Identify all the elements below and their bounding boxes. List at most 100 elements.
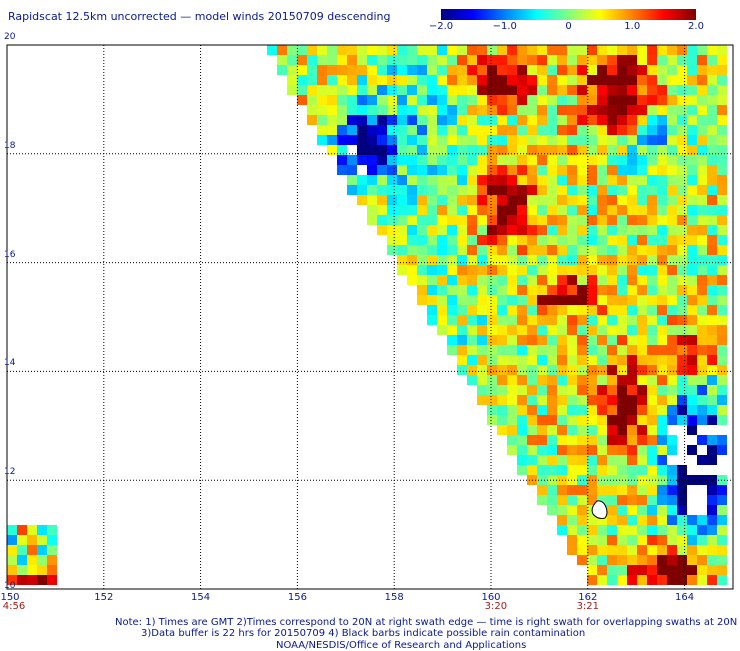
- wind-cell: [637, 305, 647, 315]
- wind-cell: [707, 185, 717, 195]
- wind-cell: [687, 105, 697, 115]
- wind-cell: [477, 335, 487, 345]
- wind-cell: [577, 85, 587, 95]
- wind-cell: [427, 135, 437, 145]
- wind-cell: [617, 435, 627, 445]
- wind-cell: [417, 165, 427, 175]
- wind-cell: [677, 235, 687, 245]
- wind-cell: [377, 45, 387, 55]
- wind-cell: [477, 355, 487, 365]
- wind-cell: [597, 215, 607, 225]
- wind-cell: [597, 225, 607, 235]
- wind-cell: [517, 175, 527, 185]
- wind-cell: [667, 315, 677, 325]
- wind-cell: [467, 165, 477, 175]
- wind-cell: [37, 545, 47, 555]
- wind-cell: [487, 195, 497, 205]
- wind-cell: [647, 375, 657, 385]
- wind-cell: [707, 165, 717, 175]
- wind-cell: [437, 165, 447, 175]
- wind-cell: [487, 225, 497, 235]
- wind-cell: [587, 435, 597, 445]
- wind-cell: [17, 555, 27, 565]
- wind-cell: [307, 65, 317, 75]
- wind-cell: [517, 295, 527, 305]
- wind-cell: [597, 275, 607, 285]
- wind-cell: [627, 95, 637, 105]
- wind-cell: [347, 155, 357, 165]
- wind-cell: [547, 435, 557, 445]
- colorbar: [441, 9, 696, 20]
- wind-cell: [417, 285, 427, 295]
- wind-cell: [677, 75, 687, 85]
- wind-cell: [717, 135, 727, 145]
- wind-cell: [697, 265, 707, 275]
- wind-cell: [657, 455, 667, 465]
- wind-cell: [367, 65, 377, 75]
- wind-cell: [607, 275, 617, 285]
- wind-cell: [527, 295, 537, 305]
- wind-cell: [447, 175, 457, 185]
- wind-cell: [707, 345, 717, 355]
- wind-cell: [377, 105, 387, 115]
- wind-cell: [717, 305, 727, 315]
- lat-lon-grid: [7, 45, 733, 589]
- wind-cell: [37, 575, 47, 585]
- wind-cell: [587, 175, 597, 185]
- wind-cell: [477, 215, 487, 225]
- wind-cell: [587, 485, 597, 495]
- wind-cell: [437, 155, 447, 165]
- wind-cell: [537, 125, 547, 135]
- wind-cell: [587, 85, 597, 95]
- wind-cell: [357, 75, 367, 85]
- wind-cell: [407, 55, 417, 65]
- wind-cell: [517, 335, 527, 345]
- wind-cell: [657, 335, 667, 345]
- wind-cell: [717, 555, 727, 565]
- wind-cell: [707, 555, 717, 565]
- wind-cell: [617, 175, 627, 185]
- wind-cell: [397, 165, 407, 175]
- wind-cell: [617, 365, 627, 375]
- wind-cell: [417, 175, 427, 185]
- wind-cell: [527, 385, 537, 395]
- wind-cell: [617, 145, 627, 155]
- wind-cell: [677, 155, 687, 165]
- wind-cell: [567, 285, 577, 295]
- wind-cell: [617, 495, 627, 505]
- wind-cell: [607, 305, 617, 315]
- wind-cell: [557, 55, 567, 65]
- wind-cell: [507, 145, 517, 155]
- wind-cell: [577, 485, 587, 495]
- wind-cell: [427, 315, 437, 325]
- wind-cell: [687, 225, 697, 235]
- wind-cell: [557, 445, 567, 455]
- wind-cell: [547, 355, 557, 365]
- wind-cell: [707, 145, 717, 155]
- wind-cell: [497, 245, 507, 255]
- wind-cell: [607, 545, 617, 555]
- wind-cell: [317, 75, 327, 85]
- wind-cell: [427, 85, 437, 95]
- wind-cell: [507, 105, 517, 115]
- wind-cell: [567, 315, 577, 325]
- wind-cell: [667, 345, 677, 355]
- wind-cell: [717, 405, 727, 415]
- wind-cell: [557, 425, 567, 435]
- wind-cell: [547, 385, 557, 395]
- wind-cell: [587, 415, 597, 425]
- wind-cell: [347, 115, 357, 125]
- wind-cell: [587, 245, 597, 255]
- wind-cell: [697, 175, 707, 185]
- wind-cell: [657, 175, 667, 185]
- wind-cell: [607, 525, 617, 535]
- wind-cell: [327, 125, 337, 135]
- wind-cell: [607, 385, 617, 395]
- wind-cell: [677, 275, 687, 285]
- wind-cell: [467, 365, 477, 375]
- wind-cell: [587, 165, 597, 175]
- wind-cell: [537, 415, 547, 425]
- wind-cell: [537, 395, 547, 405]
- wind-cell: [707, 305, 717, 315]
- wind-cell: [627, 555, 637, 565]
